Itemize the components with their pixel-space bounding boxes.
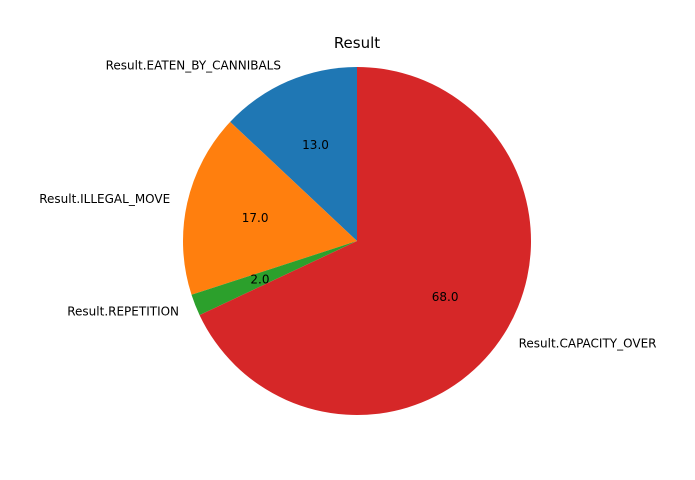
pie-slice-result-repetition	[191, 241, 357, 316]
slice-category-label: Result.ILLEGAL_MOVE	[39, 192, 170, 206]
chart-title: Result	[334, 34, 380, 52]
pie-slice-result-illegal-move	[183, 121, 357, 295]
slice-category-label: Result.EATEN_BY_CANNIBALS	[106, 58, 281, 72]
slice-value-label: 17.0	[242, 211, 269, 225]
pie-slice-result-capacity-over	[199, 67, 532, 415]
pie-slice-result-eaten-by-cannibals	[230, 67, 357, 241]
slice-value-label: 2.0	[250, 272, 269, 286]
pie-labels: Result.EATEN_BY_CANNIBALS 13.0 Result.ILLE…	[39, 58, 656, 350]
pie-slices	[183, 67, 532, 415]
slice-category-label: Result.REPETITION	[67, 304, 179, 318]
slice-value-label: 13.0	[302, 138, 329, 152]
slice-value-label: 68.0	[432, 290, 459, 304]
slice-category-label: Result.CAPACITY_OVER	[519, 337, 657, 351]
